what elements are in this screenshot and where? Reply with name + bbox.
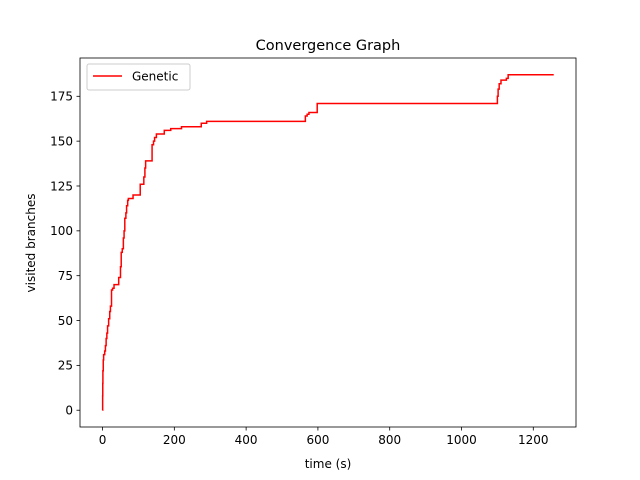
axes: 0 200 400 600 800 1000 1200 0 25 50 75 100 125 150 175 xyxy=(50,57,577,447)
y-tick-label: 175 xyxy=(50,90,73,104)
x-tick-label: 1200 xyxy=(518,433,549,447)
y-tick-label: 100 xyxy=(50,224,73,238)
axes-frame xyxy=(79,57,577,428)
x-tick-label: 400 xyxy=(235,433,258,447)
legend-box xyxy=(86,63,191,91)
x-tick-label: 200 xyxy=(163,433,186,447)
plot-area xyxy=(101,74,554,411)
x-tick-label: 1000 xyxy=(446,433,477,447)
x-tick-label: 800 xyxy=(378,433,401,447)
legend: Genetic xyxy=(86,63,191,91)
x-tick-label: 600 xyxy=(306,433,329,447)
y-tick-label: 25 xyxy=(58,359,73,373)
y-tick-label: 150 xyxy=(50,134,73,148)
y-tick-label: 125 xyxy=(50,179,73,193)
y-tick-label: 0 xyxy=(65,404,73,418)
chart-title: Convergence Graph xyxy=(256,38,401,54)
y-tick-label: 50 xyxy=(58,314,73,328)
y-axis-label: visited branches xyxy=(24,194,38,293)
x-tick-label: 0 xyxy=(99,433,107,447)
x-axis-label: time (s) xyxy=(305,457,352,471)
series-line-genetic xyxy=(101,74,554,411)
legend-label-genetic: Genetic xyxy=(132,70,178,84)
y-tick-label: 75 xyxy=(58,269,73,283)
